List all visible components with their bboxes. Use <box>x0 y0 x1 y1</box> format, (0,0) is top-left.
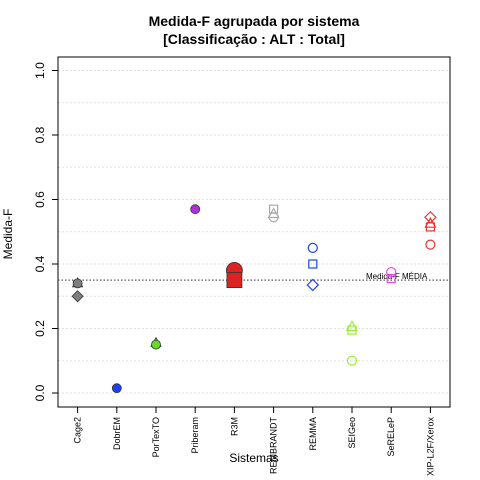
data-point-circle <box>151 339 161 350</box>
y-tick-label: 0.6 <box>33 191 47 208</box>
plot-frame <box>57 56 451 408</box>
data-point-circle <box>268 212 279 223</box>
plot-area: Medida-F MÉDIA 0.0 0.2 0.4 0.6 0.8 1.0 Cage2 Dob… <box>33 56 451 477</box>
x-tick-label: Cage2 <box>73 417 83 444</box>
data-point-circle <box>425 239 436 250</box>
x-tick-label: SeRELeP <box>386 417 396 457</box>
data-point-circle <box>346 355 358 366</box>
data-point-diamond <box>306 278 320 292</box>
data-point-circle <box>386 266 397 278</box>
chart-subtitle: [Classificação : ALT : Total] <box>163 31 345 47</box>
data-point-square <box>386 273 396 284</box>
x-tick-label: R3M <box>229 417 239 436</box>
x-tick-label: Priberam <box>190 417 200 454</box>
x-axis-label: Sistemas <box>229 451 278 465</box>
x-tick-label: REMBRANDT <box>269 417 279 475</box>
data-point-circle <box>190 204 201 215</box>
mean-line-label: Medida-F MÉDIA <box>366 272 428 281</box>
x-tick-label: REMMA <box>308 417 318 451</box>
data-point-square <box>226 272 243 289</box>
x-tick-label: SEIGeo <box>347 417 357 449</box>
data-point-square <box>425 222 435 232</box>
chart-title: Medida-F agrupada por sistema <box>149 13 360 29</box>
y-tick-label: 1.0 <box>33 62 47 79</box>
data-point-square <box>308 259 318 269</box>
x-tick-label: XIP-L2F/Xerox <box>425 417 435 477</box>
data-point-diamond <box>71 290 84 303</box>
data-point-circle <box>72 278 83 289</box>
data-point-square <box>347 325 357 335</box>
x-tick-label: PorTexTO <box>151 417 161 457</box>
y-axis-label: Medida-F <box>1 209 15 260</box>
x-tick-label: DobrEM <box>112 417 122 450</box>
data-point-circle <box>307 242 318 253</box>
y-tick-label: 0.8 <box>33 126 47 143</box>
y-tick-label: 0.0 <box>33 384 47 401</box>
y-tick-label: 0.2 <box>33 320 47 337</box>
y-tick-label: 0.4 <box>33 255 47 272</box>
data-point-circle <box>111 383 122 394</box>
